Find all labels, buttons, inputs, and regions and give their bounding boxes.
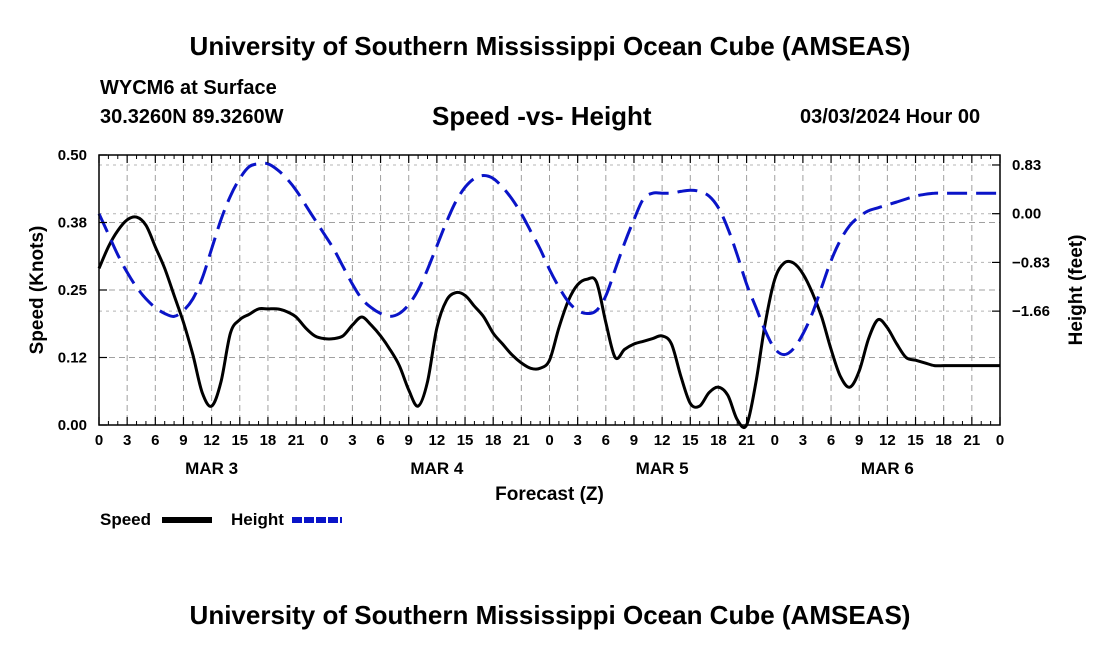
day-label: MAR 4 bbox=[410, 459, 463, 478]
x-tick-label: 21 bbox=[288, 432, 305, 449]
x-tick-label: 0 bbox=[771, 432, 779, 449]
x-tick-label: 6 bbox=[827, 432, 835, 449]
x-tick-label: 18 bbox=[485, 432, 502, 449]
x-tick-label: 18 bbox=[710, 432, 727, 449]
x-tick-label: 0 bbox=[95, 432, 103, 449]
legend-speed-label: Speed bbox=[100, 510, 151, 529]
grid-layer bbox=[99, 155, 1000, 425]
legend-height-label: Height bbox=[231, 510, 284, 529]
y2-axis-title: Height (feet) bbox=[1066, 235, 1087, 346]
series-layer bbox=[97, 161, 1000, 430]
x-tick-label: 15 bbox=[231, 432, 248, 449]
x-tick-label: 9 bbox=[405, 432, 413, 449]
label-layer: 0 3 6 9 12 15 18 21 0 3 6 9 12 15 18 21 0 3 6 9 12 15 18 21 0 3 6 9… bbox=[27, 147, 1087, 505]
y-tick-label: 0.50 bbox=[58, 147, 87, 164]
forecast-datetime: 03/03/2024 Hour 00 bbox=[800, 106, 981, 128]
x-tick-label: 9 bbox=[855, 432, 863, 449]
series-line-speed bbox=[97, 215, 1000, 430]
axis-layer bbox=[98, 154, 1001, 426]
y2-tick-label: −1.66 bbox=[1012, 303, 1050, 320]
x-tick-label: 12 bbox=[203, 432, 220, 449]
x-tick-label: 6 bbox=[602, 432, 610, 449]
day-label: MAR 5 bbox=[636, 459, 689, 478]
y-tick-label: 0.12 bbox=[58, 350, 87, 367]
x-axis-title: Forecast (Z) bbox=[495, 484, 604, 505]
x-tick-label: 15 bbox=[682, 432, 699, 449]
x-tick-label: 18 bbox=[260, 432, 277, 449]
y2-tick-label: −0.83 bbox=[1012, 254, 1050, 271]
day-label: MAR 3 bbox=[185, 459, 238, 478]
x-tick-label: 12 bbox=[429, 432, 446, 449]
footer-title: University of Southern Mississippi Ocean… bbox=[189, 600, 911, 630]
y2-tick-label: 0.83 bbox=[1012, 157, 1041, 174]
x-tick-label: 15 bbox=[907, 432, 924, 449]
x-tick-label: 0 bbox=[996, 432, 1004, 449]
x-tick-label: 3 bbox=[573, 432, 581, 449]
y-tick-label: 0.25 bbox=[58, 282, 87, 299]
x-tick-label: 0 bbox=[545, 432, 553, 449]
x-tick-label: 12 bbox=[879, 432, 896, 449]
x-tick-label: 3 bbox=[799, 432, 807, 449]
x-tick-label: 12 bbox=[654, 432, 671, 449]
coordinates-label: 30.3260N 89.3260W bbox=[100, 106, 284, 128]
chart-subtitle: Speed -vs- Height bbox=[432, 101, 652, 131]
x-tick-label: 15 bbox=[457, 432, 474, 449]
chart-title: University of Southern Mississippi Ocean… bbox=[189, 31, 911, 61]
x-tick-label: 6 bbox=[376, 432, 384, 449]
x-tick-label: 18 bbox=[935, 432, 952, 449]
x-tick-label: 6 bbox=[151, 432, 159, 449]
x-tick-label: 3 bbox=[123, 432, 131, 449]
x-tick-label: 9 bbox=[179, 432, 187, 449]
x-tick-label: 21 bbox=[738, 432, 755, 449]
x-tick-label: 21 bbox=[513, 432, 530, 449]
legend: Speed Height bbox=[100, 510, 342, 529]
x-tick-label: 3 bbox=[348, 432, 356, 449]
y2-tick-label: 0.00 bbox=[1012, 206, 1041, 223]
x-tick-label: 0 bbox=[320, 432, 328, 449]
x-tick-label: 21 bbox=[964, 432, 981, 449]
y-tick-label: 0.00 bbox=[58, 417, 87, 434]
series-line-height bbox=[97, 161, 1000, 357]
station-label: WYCM6 at Surface bbox=[100, 77, 277, 99]
x-tick-label: 9 bbox=[630, 432, 638, 449]
day-label: MAR 6 bbox=[861, 459, 914, 478]
y-tick-label: 0.38 bbox=[58, 215, 87, 232]
y-axis-title: Speed (Knots) bbox=[27, 226, 48, 355]
